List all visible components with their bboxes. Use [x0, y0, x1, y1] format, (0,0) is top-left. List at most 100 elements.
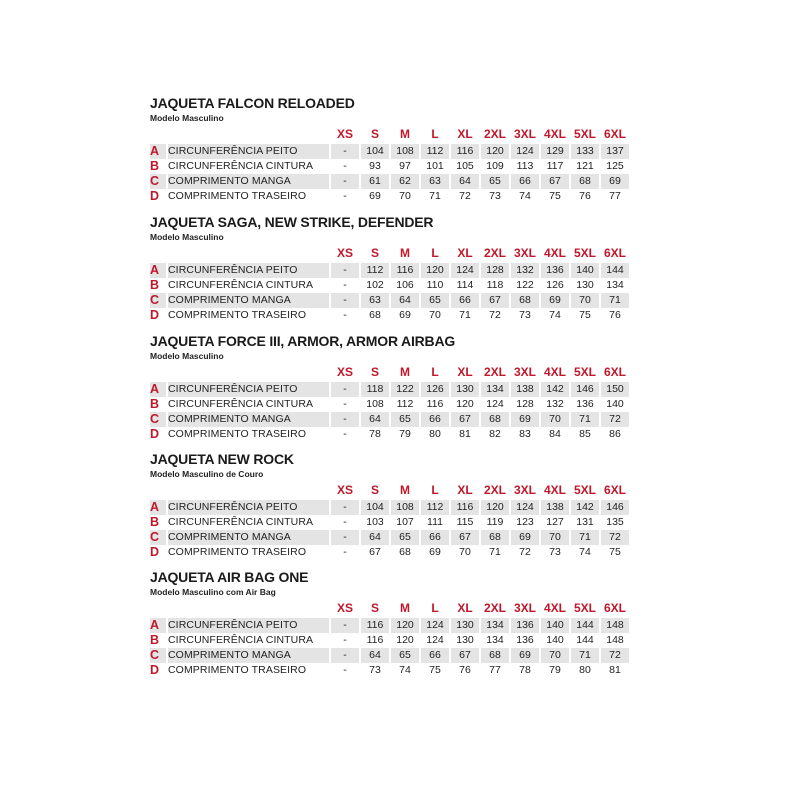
measurement-cell: 130 [456, 634, 474, 646]
table-row: D COMPRIMENTO TRASEIRO - 68 69 70 71 72 73 74 75 76 [150, 308, 629, 323]
measurement-cell: - [331, 412, 359, 427]
measurement-cell: 102 [366, 279, 384, 291]
size-table-section: JAQUETA FORCE III, ARMOR, ARMOR AIRBAG Mo… [150, 333, 640, 442]
measurement-cell: 119 [486, 516, 504, 528]
measurement-cell: 71 [459, 309, 471, 321]
measurement-cell: 73 [549, 546, 561, 558]
table-row: B CIRCUNFERÊNCIA CINTURA - 93 97 101 105 109 113… [150, 159, 629, 174]
measurement-cell: 138 [541, 500, 569, 515]
measurement-cell: 148 [601, 618, 629, 633]
row-letter: B [150, 397, 160, 411]
measurement-cell: 125 [606, 160, 624, 172]
measurement-cell: 128 [516, 398, 534, 410]
measurement-cell: 61 [361, 174, 389, 189]
measurement-cell: 103 [366, 516, 384, 528]
size-table: XS S M L XL 2XL 3XL 4XL 5XL 6XL A CIRCUNFERÊNCIA PE… [148, 598, 631, 678]
size-header: 6XL [603, 127, 626, 141]
measurement-cell: 122 [391, 382, 419, 397]
row-label: CIRCUNFERÊNCIA PEITO [168, 144, 329, 159]
size-header: 4XL [543, 601, 566, 615]
table-title: JAQUETA NEW ROCK [150, 451, 294, 467]
row-label: CIRCUNFERÊNCIA PEITO [168, 618, 329, 633]
size-header-row: XS S M L XL 2XL 3XL 4XL 5XL 6XL [150, 243, 629, 263]
measurement-cell: 70 [459, 546, 471, 558]
measurement-cell: 69 [601, 174, 629, 189]
measurement-cell: 107 [396, 516, 414, 528]
measurement-cell: 116 [391, 263, 419, 278]
measurement-cell: 76 [609, 309, 621, 321]
size-header: M [400, 127, 410, 141]
measurement-cell: 120 [481, 500, 509, 515]
row-letter: D [150, 427, 160, 441]
measurement-cell: 80 [579, 664, 591, 676]
table-row: D COMPRIMENTO TRASEIRO - 73 74 75 76 77 78 79 80 81 [150, 663, 629, 678]
measurement-cell: 65 [391, 530, 419, 545]
table-row: A CIRCUNFERÊNCIA PEITO -104 108 112 116 120 124… [150, 500, 629, 515]
table-row: C COMPRIMENTO MANGA -64 65 66 67 68 69 70 71 72 [150, 648, 629, 663]
size-table-section: JAQUETA NEW ROCK Modelo Masculino de Cour… [150, 451, 640, 560]
size-header: XL [457, 483, 473, 497]
measurement-cell: 130 [576, 279, 594, 291]
row-letter: B [150, 633, 160, 647]
size-header-row: XS S M L XL 2XL 3XL 4XL 5XL 6XL [150, 362, 629, 382]
measurement-cell: 69 [511, 648, 539, 663]
measurement-cell: 76 [459, 664, 471, 676]
table-row: C COMPRIMENTO MANGA -64 65 66 67 68 69 70 71 72 [150, 530, 629, 545]
size-table: XS S M L XL 2XL 3XL 4XL 5XL 6XL A CIRCUNFERÊNCIA PE… [148, 243, 631, 323]
size-header: 4XL [543, 246, 566, 260]
measurement-cell: 64 [391, 293, 419, 308]
measurement-cell: 115 [456, 516, 474, 528]
size-header: 2XL [483, 483, 506, 497]
size-table-section: JAQUETA SAGA, NEW STRIKE, DEFENDER Modelo… [150, 214, 640, 323]
row-letter: C [150, 648, 166, 663]
measurement-cell: 132 [546, 398, 564, 410]
table-subtitle: Modelo Masculino de Couro [150, 469, 264, 479]
measurement-cell: - [331, 293, 359, 308]
measurement-cell: 82 [489, 428, 501, 440]
row-letter: A [150, 500, 166, 515]
measurement-cell: 126 [421, 382, 449, 397]
measurement-cell: 104 [361, 500, 389, 515]
measurement-cell: 64 [451, 174, 479, 189]
measurement-cell: 62 [391, 174, 419, 189]
table-row: A CIRCUNFERÊNCIA PEITO -116 120 124 130 134 136… [150, 618, 629, 633]
measurement-cell: 140 [541, 618, 569, 633]
size-header: 5XL [573, 246, 596, 260]
row-label: COMPRIMENTO TRASEIRO [168, 664, 307, 676]
table-row: A CIRCUNFERÊNCIA PEITO -104 108 112 116 120 124… [150, 144, 629, 159]
table-row: C COMPRIMENTO MANGA -63 64 65 66 67 68 69 70 71 [150, 293, 629, 308]
measurement-cell: - [331, 530, 359, 545]
size-header: 3XL [513, 127, 536, 141]
size-header: M [400, 483, 410, 497]
table-subtitle: Modelo Masculino com Air Bag [150, 587, 276, 597]
row-letter: B [150, 515, 160, 529]
measurement-cell: 75 [549, 190, 561, 202]
size-header: XS [336, 601, 353, 615]
row-label: COMPRIMENTO MANGA [168, 293, 329, 308]
measurement-cell: 69 [429, 546, 441, 558]
measurement-cell: 75 [609, 546, 621, 558]
table-title: JAQUETA SAGA, NEW STRIKE, DEFENDER [150, 214, 434, 230]
measurement-cell: 81 [459, 428, 471, 440]
measurement-cell: 67 [369, 546, 381, 558]
row-label: CIRCUNFERÊNCIA PEITO [168, 500, 329, 515]
measurement-cell: 66 [421, 530, 449, 545]
measurement-cell: 140 [546, 634, 564, 646]
measurement-cell: 134 [486, 634, 504, 646]
row-label: COMPRIMENTO TRASEIRO [168, 546, 307, 558]
size-header-row: XS S M L XL 2XL 3XL 4XL 5XL 6XL [150, 124, 629, 144]
table-row: C COMPRIMENTO MANGA -61 62 63 64 65 66 67 68 69 [150, 174, 629, 189]
measurement-cell: 77 [609, 190, 621, 202]
measurement-cell: 70 [541, 530, 569, 545]
measurement-cell: 68 [481, 412, 509, 427]
size-header: 4XL [543, 365, 566, 379]
size-header: S [370, 601, 379, 615]
table-row: B CIRCUNFERÊNCIA CINTURA - 103 107 111 115 119 1… [150, 515, 629, 530]
size-header: 6XL [603, 246, 626, 260]
measurement-cell: 81 [609, 664, 621, 676]
measurement-cell: 120 [481, 144, 509, 159]
measurement-cell: 140 [571, 263, 599, 278]
measurement-cell: 65 [421, 293, 449, 308]
measurement-cell: 132 [511, 263, 539, 278]
measurement-cell: - [343, 190, 347, 202]
